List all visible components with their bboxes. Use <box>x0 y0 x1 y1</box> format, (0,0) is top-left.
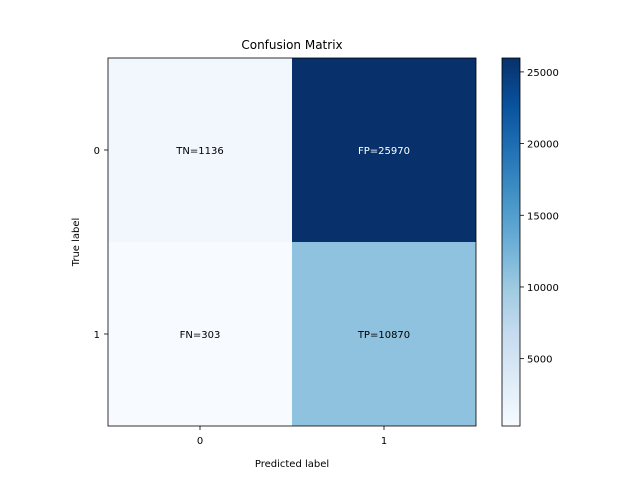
chart-title: Confusion Matrix <box>241 38 342 52</box>
y-tick-label: 0 <box>94 146 100 157</box>
plot-frame <box>107 57 477 427</box>
colorbar-tick-label: 10000 <box>527 283 559 294</box>
colorbar <box>501 57 521 427</box>
colorbar-tick-label: 5000 <box>527 355 552 366</box>
heatmap-cell-labels: TN=1136 FP=25970 FN=303 TP=10870 <box>175 146 410 341</box>
y-axis-ticks: 01 <box>94 146 108 341</box>
x-tick-label: 0 <box>197 436 203 447</box>
cell-value-label: FP=25970 <box>358 146 410 157</box>
colorbar-ticks: 5000 10000 15000 20000 25000 <box>520 68 559 366</box>
y-axis-label: True label <box>71 218 82 268</box>
cell-value-label: TN=1136 <box>175 146 223 157</box>
heatmap-cell <box>292 242 476 426</box>
colorbar-tick-label: 15000 <box>527 211 559 222</box>
heatmap-cell <box>292 58 476 242</box>
colorbar-tick-label: 25000 <box>527 68 559 79</box>
x-tick-label: 1 <box>381 436 387 447</box>
heatmap-cells <box>108 58 476 426</box>
x-axis-label: Predicted label <box>255 459 329 470</box>
y-tick-label: 1 <box>94 330 100 341</box>
heatmap-cell <box>108 58 292 242</box>
cell-value-label: TP=10870 <box>357 330 410 341</box>
colorbar-tick-label: 20000 <box>527 140 559 151</box>
heatmap-cell <box>108 242 292 426</box>
cell-value-label: FN=303 <box>180 330 221 341</box>
